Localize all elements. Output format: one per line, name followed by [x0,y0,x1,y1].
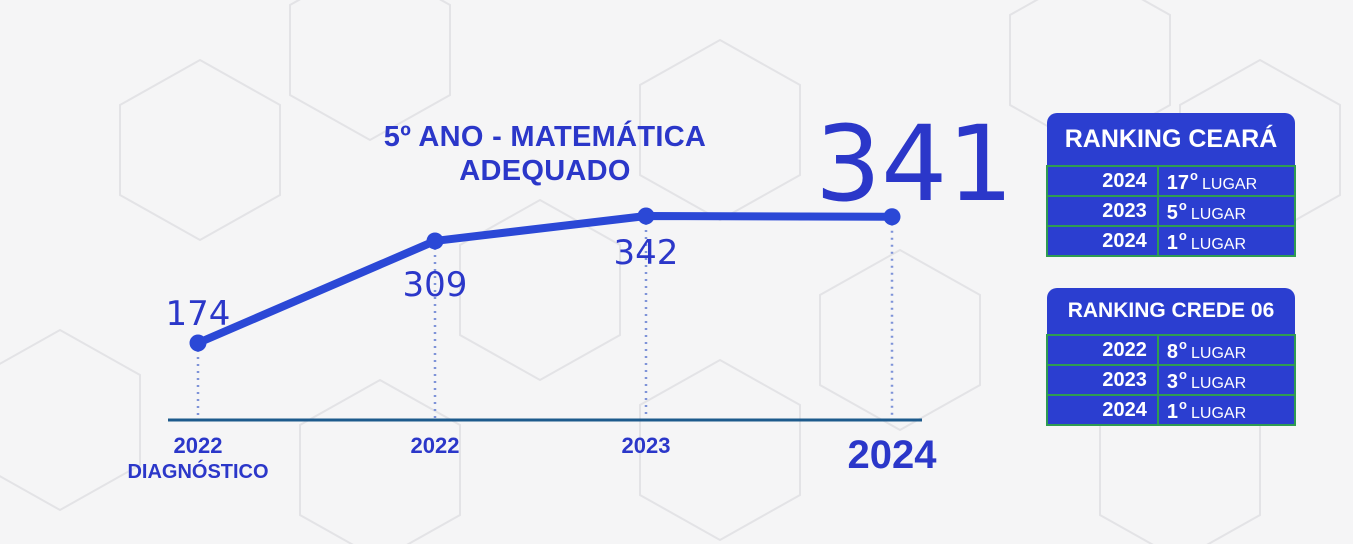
ranking-year: 2024 [1046,225,1159,257]
chart-title: 5º ANO - MATEMÁTICA ADEQUADO [330,120,760,188]
place-number: 8 [1166,340,1179,363]
data-point [883,208,901,226]
ranking-year: 2024 [1046,394,1159,426]
place-unit: LUGAR [1190,235,1246,253]
table-row: 2023 3oLUGAR [1046,364,1297,396]
ranking-crede-title: RANKING CREDE 06 [1047,288,1295,335]
ranking-ceara-title: RANKING CEARÁ [1047,113,1295,166]
table-row: 2024 1oLUGAR [1046,394,1297,426]
data-label: 309 [403,265,468,305]
table-row: 2024 1oLUGAR [1046,225,1297,257]
ordinal-mark: o [1190,167,1198,183]
place-number: 17 [1166,171,1190,194]
ranking-ceara-table: RANKING CEARÁ 2024 17oLUGAR 2023 5oLUGAR… [1046,113,1297,257]
ranking-place: 3oLUGAR [1156,364,1297,396]
ordinal-mark: o [1179,396,1187,412]
table-row: 2023 5oLUGAR [1046,195,1297,227]
place-number: 3 [1166,370,1179,393]
place-number: 1 [1166,231,1178,254]
data-point [637,207,655,225]
highlight-value: 341 [815,103,1014,225]
x-tick-label: 2023 [622,433,671,458]
series-line [194,212,896,347]
data-label: 342 [614,233,679,273]
ranking-year: 2022 [1046,334,1159,366]
place-unit: LUGAR [1191,374,1247,392]
ordinal-mark: o [1178,227,1187,243]
place-number: 1 [1166,400,1179,423]
ranking-year: 2023 [1046,364,1159,396]
ranking-year: 2024 [1046,165,1159,197]
ordinal-mark: o [1179,366,1187,382]
ranking-place: 1oLUGAR [1156,394,1297,426]
x-tick-sublabel: DIAGNÓSTICO [127,459,268,483]
x-tick-label: 2022 [174,433,223,458]
ranking-year: 2023 [1046,195,1159,227]
ranking-place: 5oLUGAR [1156,195,1297,227]
ranking-place: 17oLUGAR [1156,165,1297,197]
place-unit: LUGAR [1191,404,1247,422]
x-tick-label: 2022 [411,433,460,458]
chart-subtitle: ADEQUADO [459,155,631,187]
table-row: 2022 8oLUGAR [1046,334,1297,366]
data-label: 174 [166,294,231,334]
table-row: 2024 17oLUGAR [1046,165,1297,197]
place-unit: LUGAR [1191,344,1247,362]
data-point [426,232,444,250]
data-point [189,334,207,352]
ordinal-mark: o [1178,197,1187,213]
place-unit: LUGAR [1202,175,1258,193]
ordinal-mark: o [1179,336,1187,352]
x-tick-label: 2024 [848,433,938,477]
ranking-crede-table: RANKING CREDE 06 2022 8oLUGAR 2023 3oLUG… [1046,288,1297,426]
ranking-place: 1oLUGAR [1156,225,1297,257]
place-number: 5 [1166,201,1178,224]
place-unit: LUGAR [1190,205,1246,223]
ranking-place: 8oLUGAR [1156,334,1297,366]
chart-title-line1: 5º ANO - MATEMÁTICA [383,121,707,153]
